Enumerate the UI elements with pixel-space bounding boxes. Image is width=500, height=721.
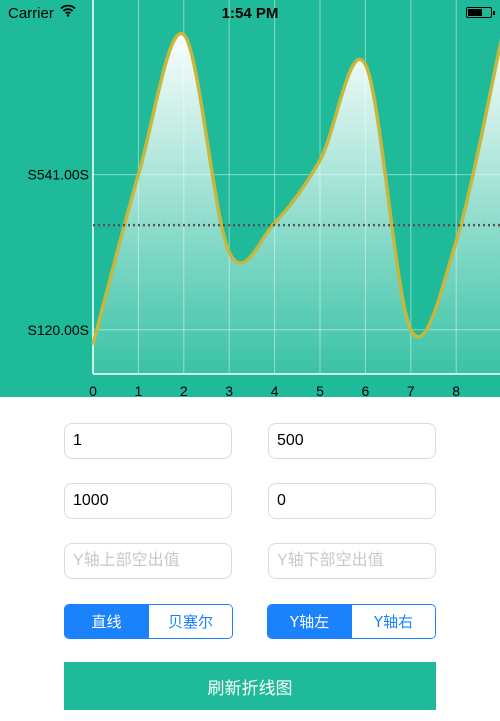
battery-icon bbox=[466, 7, 495, 18]
value-field-4[interactable] bbox=[268, 483, 436, 519]
x-tick-label: 4 bbox=[271, 383, 279, 397]
carrier-label: Carrier bbox=[8, 5, 54, 22]
x-tick-label: 7 bbox=[407, 383, 415, 397]
segment-y-axis-left[interactable]: Y轴左 bbox=[268, 605, 351, 638]
segment-y-axis-right[interactable]: Y轴右 bbox=[351, 605, 435, 638]
line-chart: 0 1 2 3 4 5 6 7 8 S541.00S S120.00S bbox=[0, 0, 500, 397]
x-tick-label: 0 bbox=[89, 383, 97, 397]
value-field-3[interactable] bbox=[64, 483, 232, 519]
chart-svg: 0 1 2 3 4 5 6 7 8 S541.00S S120.00S bbox=[28, 0, 500, 397]
refresh-chart-button[interactable]: 刷新折线图 bbox=[64, 662, 436, 710]
y-tick-label: S120.00S bbox=[28, 322, 90, 338]
segment-bezier[interactable]: 贝塞尔 bbox=[148, 605, 232, 638]
x-tick-label: 3 bbox=[225, 383, 233, 397]
value-field-2[interactable] bbox=[268, 423, 436, 459]
status-bar: Carrier 1:54 PM bbox=[0, 0, 500, 26]
segment-straight-line[interactable]: 直线 bbox=[65, 605, 148, 638]
series-line bbox=[91, 31, 500, 345]
x-tick-label: 5 bbox=[316, 383, 324, 397]
series-area-fill bbox=[93, 33, 500, 374]
value-field-1[interactable] bbox=[64, 423, 232, 459]
line-type-segmented-control: 直线 贝塞尔 bbox=[64, 604, 233, 639]
status-time: 1:54 PM bbox=[221, 5, 279, 22]
y-top-padding-field[interactable] bbox=[64, 543, 232, 579]
x-tick-label: 2 bbox=[180, 383, 188, 397]
y-bottom-padding-field[interactable] bbox=[268, 543, 436, 579]
x-tick-label: 8 bbox=[452, 383, 460, 397]
y-tick-label: S541.00S bbox=[28, 167, 90, 183]
x-tick-label: 1 bbox=[135, 383, 143, 397]
y-axis-side-segmented-control: Y轴左 Y轴右 bbox=[267, 604, 436, 639]
x-tick-label: 6 bbox=[362, 383, 370, 397]
wifi-icon bbox=[60, 4, 76, 22]
